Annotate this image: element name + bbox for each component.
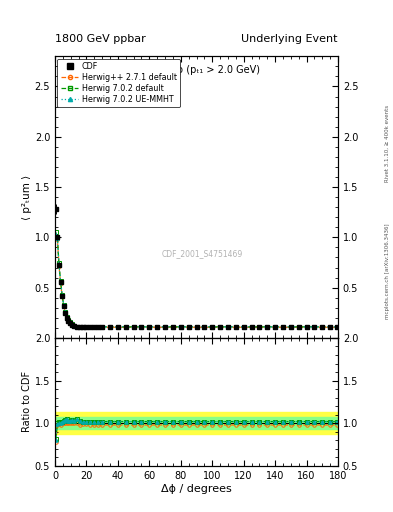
Text: mcplots.cern.ch [arXiv:1306.3436]: mcplots.cern.ch [arXiv:1306.3436]	[385, 224, 389, 319]
Text: Rivet 3.1.10, ≥ 400k events: Rivet 3.1.10, ≥ 400k events	[385, 105, 389, 182]
Text: Σ(pₜ) vsΔϕ (pₜ₁ > 2.0 GeV): Σ(pₜ) vsΔϕ (pₜ₁ > 2.0 GeV)	[133, 65, 260, 75]
Legend: CDF, Herwig++ 2.7.1 default, Herwig 7.0.2 default, Herwig 7.0.2 UE-MMHT: CDF, Herwig++ 2.7.1 default, Herwig 7.0.…	[57, 59, 180, 107]
Text: CDF_2001_S4751469: CDF_2001_S4751469	[162, 249, 243, 258]
Text: Underlying Event: Underlying Event	[241, 33, 338, 44]
Y-axis label: ⟨ p²ₜum ⟩: ⟨ p²ₜum ⟩	[22, 175, 32, 220]
Text: 1800 GeV ppbar: 1800 GeV ppbar	[55, 33, 146, 44]
Y-axis label: Ratio to CDF: Ratio to CDF	[22, 371, 32, 433]
X-axis label: Δϕ / degrees: Δϕ / degrees	[161, 483, 232, 494]
